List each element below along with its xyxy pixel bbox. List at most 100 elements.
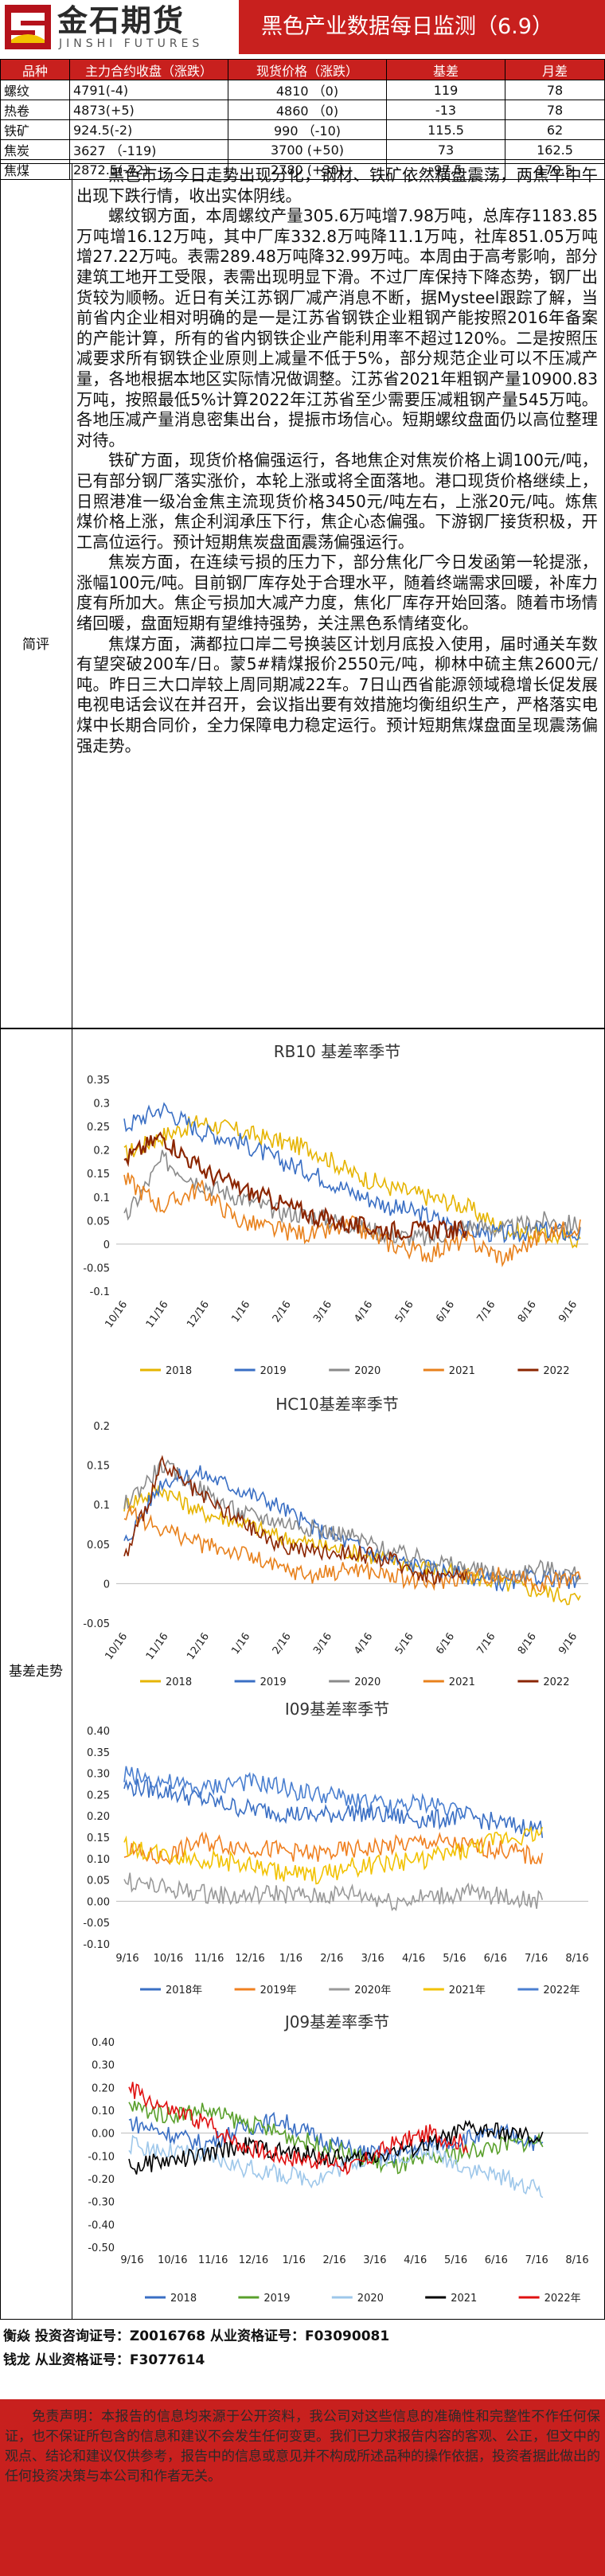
quote-table-header-row: 品种 主力合约收盘（涨跌） 现货价格（涨跌） 基差 月差 bbox=[0, 59, 605, 80]
x-tick-label: 6/16 bbox=[434, 1299, 457, 1325]
y-tick-label: 0.00 bbox=[87, 1896, 110, 1908]
footer-credentials: 衡焱 投资咨询证号：Z0016768 从业资格证号：F03090081 钱龙 从… bbox=[0, 2324, 605, 2372]
cell-month-spread: 62 bbox=[505, 119, 605, 140]
commentary-text: 黑色市场今日走势出现分化，钢材、铁矿依然横盘震荡，两焦午中午出现下跌行情，收出实… bbox=[76, 166, 598, 756]
y-tick-label: 0.2 bbox=[93, 1146, 110, 1157]
chart-title: HC10基差率季节 bbox=[275, 1395, 398, 1414]
page-title: 黑色产业数据每日监测（6.9） bbox=[261, 14, 553, 39]
cell-basis: -13 bbox=[386, 100, 505, 120]
commentary-paragraph-coking-coal: 焦煤方面，满都拉口岸二号换装区计划月底投入使用，届时通关车数有望突破200车/日… bbox=[76, 634, 598, 755]
legend-label: 2021 bbox=[451, 2293, 477, 2305]
chart-title: RB10 基差率季节 bbox=[274, 1042, 400, 1061]
cell-variety: 焦炭 bbox=[0, 139, 70, 160]
legend-label: 2022年 bbox=[544, 2293, 581, 2305]
x-tick-label: 11/16 bbox=[194, 1953, 224, 1965]
table-row: 焦煤 2872.5(-72) 2780 (+30) -97.5 170.5 bbox=[0, 159, 605, 180]
y-tick-label: 0.40 bbox=[87, 1726, 110, 1738]
x-tick-label: 2/16 bbox=[322, 2254, 345, 2266]
series-line bbox=[123, 1454, 467, 1586]
disclaimer-text: 免责声明：本报告的信息均来源于公开资料，我公司对这些信息的准确性和完整性不作任何… bbox=[5, 2409, 600, 2484]
x-tick-label: 5/16 bbox=[444, 2254, 467, 2266]
legend-label: 2019 bbox=[260, 1365, 287, 1377]
cell-variety: 螺纹 bbox=[0, 80, 70, 100]
y-tick-label: -0.40 bbox=[88, 2219, 115, 2231]
cell-basis: 115.5 bbox=[386, 119, 505, 140]
x-tick-label: 2/16 bbox=[271, 1299, 294, 1325]
x-tick-label: 6/16 bbox=[434, 1631, 457, 1657]
legend-label: 2021年 bbox=[449, 1985, 486, 1996]
x-tick-label: 2/16 bbox=[271, 1631, 294, 1657]
y-tick-label: -0.50 bbox=[88, 2242, 115, 2254]
commentary-paragraph-iron-ore: 铁矿方面，现货价格偏强运行，各地焦企对焦炭价格上调100元/吨，已有部分钢厂落实… bbox=[76, 451, 598, 552]
cell-month-spread: 78 bbox=[505, 100, 605, 120]
j09-basis-chart: J09基差率季节 0.40 0.30 0.20 0.10 0.00 -0.10 -0.20 -0… bbox=[88, 2012, 588, 2305]
cell-main-close: 2872.5(-72) bbox=[69, 159, 228, 180]
x-tick-label: 7/16 bbox=[525, 1953, 548, 1965]
col-header-basis: 基差 bbox=[386, 59, 505, 80]
y-tick-label: 0.2 bbox=[93, 1421, 110, 1433]
y-tick-label: 0.20 bbox=[87, 1811, 110, 1823]
x-tick-label: 11/16 bbox=[144, 1631, 171, 1662]
y-tick-label: -0.1 bbox=[90, 1286, 110, 1298]
logo-english-name: JINSHI FUTURES bbox=[59, 37, 204, 50]
cell-basis: 119 bbox=[386, 80, 505, 100]
logo: 金石期货 JINSHI FUTURES bbox=[0, 0, 239, 54]
cell-spot-price: 2780 (+30) bbox=[228, 159, 387, 180]
cell-variety: 热卷 bbox=[0, 100, 70, 120]
x-tick-label: 9/16 bbox=[556, 1631, 580, 1657]
table-row: 螺纹 4791(-4) 4810 （0) 119 78 bbox=[0, 80, 605, 100]
x-tick-label: 10/16 bbox=[103, 1299, 130, 1330]
y-tick-label: 0.30 bbox=[92, 2060, 115, 2072]
y-tick-label: 0.05 bbox=[87, 1540, 110, 1551]
x-tick-label: 5/16 bbox=[393, 1631, 416, 1657]
x-tick-label: 9/16 bbox=[120, 2254, 143, 2266]
legend-label: 2020 bbox=[354, 1676, 381, 1688]
x-tick-label: 12/16 bbox=[239, 2254, 268, 2266]
y-tick-label: 0.40 bbox=[92, 2037, 115, 2049]
legend-label: 2022 bbox=[543, 1676, 569, 1688]
series-line bbox=[123, 1778, 544, 1838]
y-tick-label: 0.20 bbox=[92, 2082, 115, 2094]
chart-title: I09基差率季节 bbox=[285, 1700, 389, 1719]
x-tick-label: 7/16 bbox=[475, 1299, 498, 1325]
x-tick-label: 4/16 bbox=[404, 2254, 427, 2266]
cell-variety: 焦煤 bbox=[0, 159, 70, 180]
series-line bbox=[128, 2082, 469, 2176]
logo-mark-icon bbox=[5, 5, 51, 49]
series-line bbox=[123, 1465, 581, 1592]
y-tick-label: -0.05 bbox=[83, 1263, 110, 1274]
y-tick-label: -0.20 bbox=[88, 2174, 115, 2186]
quote-table: 品种 主力合约收盘（涨跌） 现货价格（涨跌） 基差 月差 螺纹 4791(-4)… bbox=[0, 59, 605, 180]
x-tick-label: 5/16 bbox=[443, 1953, 466, 1965]
legend-label: 2020 bbox=[357, 2293, 384, 2305]
legend-label: 2019 bbox=[260, 1676, 287, 1688]
cell-main-close: 4791(-4) bbox=[69, 80, 228, 100]
x-tick-label: 10/16 bbox=[154, 1953, 183, 1965]
legend-label: 2020 bbox=[354, 1365, 381, 1377]
y-tick-label: 0.1 bbox=[93, 1192, 110, 1204]
table-row: 焦炭 3627 （-119) 3700 (+50) 73 162.5 bbox=[0, 139, 605, 160]
legend-label: 2021 bbox=[449, 1676, 475, 1688]
i09-basis-chart: I09基差率季节 0.40 0.35 0.30 0.25 0.20 0.15 0.10 0.05… bbox=[83, 1700, 588, 1996]
x-tick-label: 4/16 bbox=[352, 1299, 375, 1325]
y-tick-label: 0 bbox=[103, 1579, 110, 1590]
disclaimer-box: 免责声明：本报告的信息均来源于公开资料，我公司对这些信息的准确性和完整性不作任何… bbox=[0, 2399, 605, 2576]
cell-spot-price: 990 （-10) bbox=[228, 119, 387, 140]
x-tick-label: 7/16 bbox=[525, 2254, 548, 2266]
series-line bbox=[123, 1173, 581, 1268]
legend-label: 2019年 bbox=[260, 1985, 297, 1996]
analyst-line-1: 衡焱 投资咨询证号：Z0016768 从业资格证号：F03090081 bbox=[3, 2328, 390, 2344]
series-line bbox=[123, 1131, 467, 1242]
x-tick-label: 6/16 bbox=[484, 1953, 507, 1965]
y-tick-label: -0.10 bbox=[88, 2151, 115, 2163]
series-line bbox=[123, 1149, 581, 1247]
x-tick-label: 3/16 bbox=[361, 1953, 384, 1965]
y-tick-label: 0.10 bbox=[92, 2106, 115, 2117]
cell-main-close: 924.5(-2) bbox=[69, 119, 228, 140]
x-tick-label: 6/16 bbox=[485, 2254, 508, 2266]
x-tick-label: 10/16 bbox=[158, 2254, 187, 2266]
table-row: 热卷 4873(+5) 4860 （0) -13 78 bbox=[0, 100, 605, 120]
cell-main-close: 3627 （-119) bbox=[69, 139, 228, 160]
series-line bbox=[128, 2119, 544, 2175]
x-tick-label: 1/16 bbox=[283, 2254, 306, 2266]
